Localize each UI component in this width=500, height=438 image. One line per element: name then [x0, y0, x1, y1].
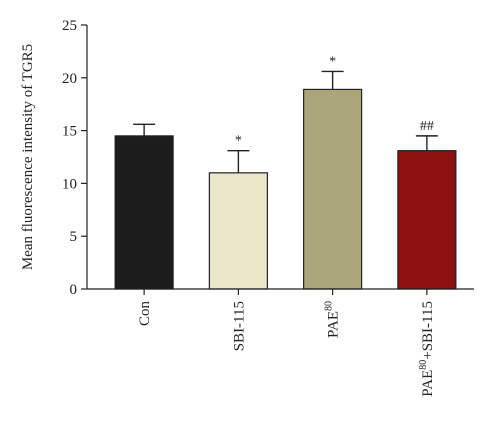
significance-label: * [329, 54, 336, 69]
bar [114, 135, 174, 290]
y-tick-label: 5 [70, 229, 78, 245]
y-tick-label: 0 [70, 282, 78, 298]
y-tick-label: 15 [62, 124, 77, 140]
x-tick-label: Con [137, 301, 153, 327]
bar [397, 150, 457, 290]
y-tick-label: 20 [62, 71, 77, 87]
y-tick-label: 10 [62, 176, 77, 192]
x-tick-label: SBI-115 [231, 301, 247, 351]
y-axis-label: Mean fluorescence intensity of TGR5 [20, 44, 36, 270]
significance-label: ## [420, 119, 434, 134]
significance-label: * [235, 134, 242, 149]
bars: * * ## [114, 54, 457, 290]
bar [303, 88, 363, 290]
y-axis: 0 5 10 15 20 25 [62, 18, 88, 298]
bar [208, 172, 268, 290]
x-tick-label: PAE80 [324, 301, 342, 338]
x-axis: Con SBI-115 PAE80 PAE80+SBI-115 [87, 288, 474, 397]
y-tick-label: 25 [62, 18, 77, 34]
x-tick-label: PAE80+SBI-115 [418, 301, 436, 397]
